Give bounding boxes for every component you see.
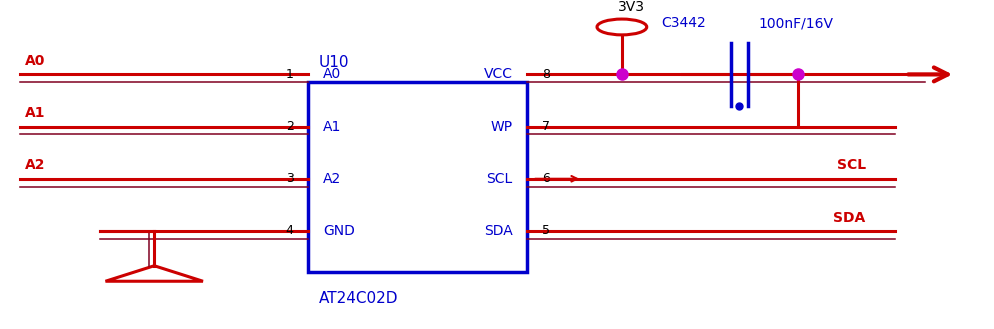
Text: SCL: SCL: [836, 159, 865, 172]
Text: AT24C02D: AT24C02D: [318, 291, 398, 306]
Text: 2: 2: [285, 120, 293, 133]
Text: WP: WP: [490, 119, 512, 134]
Text: A1: A1: [323, 119, 341, 134]
Text: 100nF/16V: 100nF/16V: [757, 16, 832, 30]
Text: 5: 5: [542, 224, 550, 238]
Text: VCC: VCC: [483, 67, 512, 81]
Text: 6: 6: [542, 172, 550, 185]
Text: SCL: SCL: [486, 172, 512, 186]
Text: SDA: SDA: [483, 224, 512, 238]
Text: GND: GND: [323, 224, 355, 238]
Text: A1: A1: [25, 106, 46, 120]
Text: A0: A0: [25, 54, 45, 68]
Text: 7: 7: [542, 120, 550, 133]
Text: A2: A2: [25, 159, 46, 172]
Text: 1: 1: [285, 68, 293, 81]
Text: U10: U10: [318, 55, 349, 70]
Text: A2: A2: [323, 172, 341, 186]
FancyBboxPatch shape: [308, 82, 527, 272]
Text: 3: 3: [285, 172, 293, 185]
Text: 3V3: 3V3: [617, 0, 645, 14]
Text: SDA: SDA: [833, 211, 865, 225]
Text: C3442: C3442: [661, 16, 706, 30]
Text: 4: 4: [285, 224, 293, 238]
Text: 8: 8: [542, 68, 550, 81]
Text: A0: A0: [323, 67, 341, 81]
